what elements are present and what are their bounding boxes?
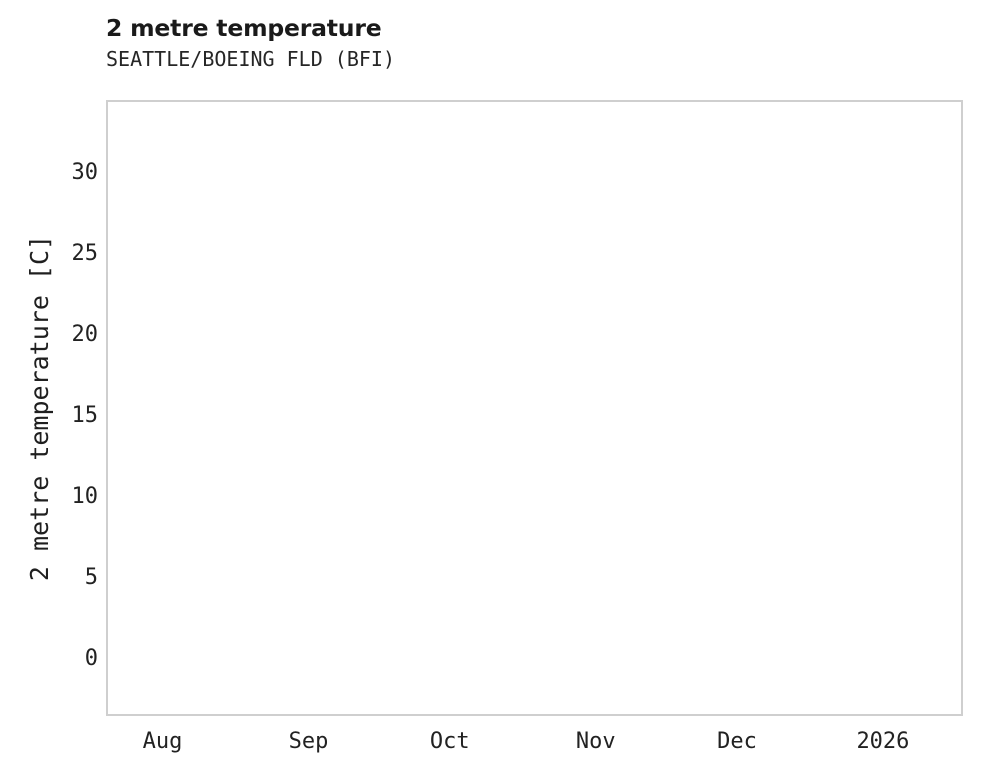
x-tick-label: Dec bbox=[717, 729, 757, 754]
y-tick-label: 15 bbox=[71, 403, 99, 429]
x-tick-label: Nov bbox=[575, 729, 616, 754]
x-tick-label: Oct bbox=[429, 729, 470, 754]
y-axis-title: 2 metre temperature [C] bbox=[25, 234, 54, 582]
y-tick-label: 20 bbox=[71, 322, 99, 348]
plot-frame bbox=[106, 100, 963, 716]
y-tick-label: 25 bbox=[71, 241, 99, 266]
chart-subtitle: SEATTLE/BOEING FLD (BFI) bbox=[106, 47, 395, 71]
y-axis-tick-labels: 0 5 10 15 20 25 30 bbox=[0, 0, 99, 782]
page-title: 2 metre temperature bbox=[106, 14, 382, 42]
y-tick-label: 5 bbox=[84, 565, 98, 591]
chart-title-block: 2 metre temperature SEATTLE/BOEING FLD (… bbox=[106, 14, 966, 72]
x-tick-label: Sep bbox=[288, 729, 329, 754]
y-tick-label: 30 bbox=[71, 159, 99, 185]
y-tick-label: 0 bbox=[84, 646, 98, 672]
x-tick-label: Aug bbox=[142, 729, 183, 754]
x-tick-label: 2026 bbox=[856, 729, 910, 754]
y-tick-label: 10 bbox=[71, 484, 99, 510]
